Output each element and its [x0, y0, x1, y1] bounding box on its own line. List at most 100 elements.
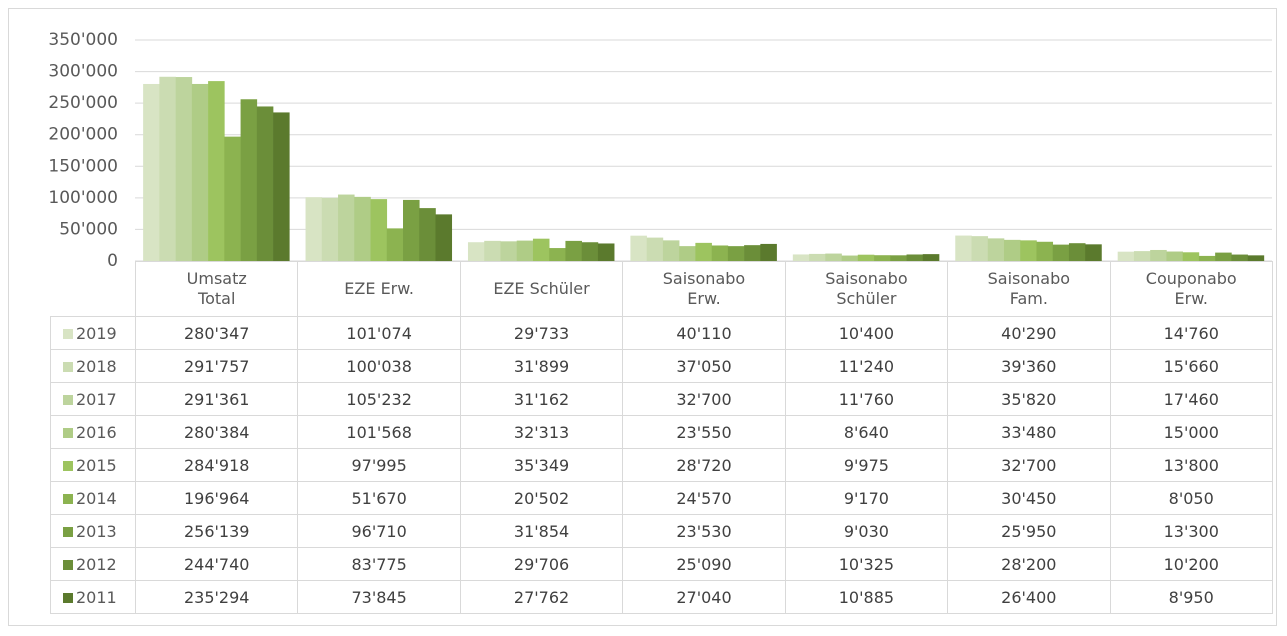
- category-label: Saisonabo Erw.: [622, 261, 786, 317]
- value-label: 25'950: [947, 514, 1111, 548]
- value-label: 31'899: [459, 349, 624, 383]
- bar: [922, 254, 940, 261]
- bar: [1020, 240, 1037, 261]
- bar: [1052, 244, 1070, 261]
- value-label: 101'074: [297, 316, 461, 350]
- bar: [695, 242, 712, 261]
- bar: [175, 77, 193, 261]
- data-row: 2015 284'918 97'995 35'349 28'720 9'975 32'700…: [50, 448, 1273, 482]
- value-label: 280'347: [134, 316, 299, 350]
- bar: [906, 254, 924, 261]
- bar: [1068, 243, 1086, 261]
- legend-label: 2014: [76, 488, 117, 508]
- y-tick-label: 0: [107, 251, 118, 271]
- bar: [500, 241, 518, 261]
- value-label: 27'040: [622, 580, 786, 614]
- y-tick-label: 150'000: [48, 156, 118, 176]
- legend-entry: 2014: [50, 481, 136, 515]
- bar: [955, 235, 972, 261]
- value-label: 101'568: [297, 415, 461, 449]
- legend-entry: 2012: [50, 547, 136, 581]
- value-label: 100'038: [297, 349, 461, 383]
- value-label: 15'000: [1109, 415, 1273, 449]
- bar: [549, 248, 566, 261]
- value-label: 30'450: [947, 481, 1111, 515]
- value-label: 10'200: [1109, 547, 1273, 581]
- value-label: 13'800: [1109, 448, 1273, 482]
- legend-key: [63, 460, 73, 471]
- header-row: Umsatz Total EZE Erw. EZE Schüler Saisonabo…: [51, 261, 1273, 317]
- bar: [191, 83, 209, 261]
- blank-cell: [51, 262, 136, 317]
- bar: [1117, 251, 1135, 261]
- bar: [224, 136, 241, 261]
- bar: [1231, 254, 1248, 261]
- value-label: 23'550: [622, 415, 786, 449]
- bar: [143, 83, 160, 261]
- bar: [809, 253, 826, 261]
- bar: [825, 253, 842, 261]
- legend-label: 2017: [76, 389, 117, 409]
- data-row: 2018 291'757 100'038 31'899 37'050 11'240 39'3…: [50, 349, 1273, 383]
- bar: [1166, 251, 1183, 261]
- legend-key: [63, 361, 73, 372]
- y-tick-label: 100'000: [48, 188, 118, 208]
- value-label: 9'170: [784, 481, 949, 515]
- bar: [679, 246, 696, 261]
- legend-label: 2019: [76, 323, 117, 343]
- bar: [1003, 239, 1021, 261]
- value-label: 83'775: [297, 547, 461, 581]
- value-label: 284'918: [134, 448, 299, 482]
- value-label: 196'964: [134, 481, 299, 515]
- value-label: 17'460: [1109, 382, 1273, 416]
- bar: [841, 255, 859, 261]
- legend-entry: 2011: [50, 580, 136, 614]
- value-label: 35'349: [459, 448, 624, 482]
- bar: [419, 208, 436, 261]
- value-label: 244'740: [134, 547, 299, 581]
- value-label: 280'384: [134, 415, 299, 449]
- category-label: Saisonabo Schüler: [784, 261, 949, 317]
- bar: [711, 245, 729, 261]
- category-label: EZE Erw.: [297, 261, 461, 317]
- bar: [857, 254, 875, 261]
- value-label: 9'975: [784, 448, 949, 482]
- legend-key: [63, 328, 73, 339]
- bar: [256, 106, 274, 261]
- bar: [516, 240, 534, 261]
- bar: [987, 238, 1005, 261]
- bar: [159, 76, 176, 261]
- value-label: 97'995: [297, 448, 461, 482]
- bar: [1150, 249, 1167, 261]
- bar: [467, 242, 485, 261]
- data-row: 2016 280'384 101'568 32'313 23'550 8'640 33'48…: [50, 415, 1273, 449]
- bar: [1036, 241, 1054, 261]
- value-label: 291'361: [134, 382, 299, 416]
- category-label: Saisonabo Fam.: [947, 261, 1111, 317]
- value-label: 13'300: [1109, 514, 1273, 548]
- bar: [565, 240, 582, 261]
- y-tick-label: 50'000: [59, 219, 118, 239]
- bar: [305, 197, 323, 261]
- bar: [760, 243, 777, 261]
- y-tick-label: 250'000: [48, 93, 118, 113]
- bar: [630, 235, 647, 261]
- value-label: 9'030: [784, 514, 949, 548]
- bar: [1215, 252, 1232, 261]
- data-row: 2019 280'347 101'074 29'733 40'110 10'400 40'2…: [50, 316, 1273, 350]
- value-label: 105'232: [297, 382, 461, 416]
- value-label: 32'313: [459, 415, 624, 449]
- value-label: 8'050: [1109, 481, 1273, 515]
- bar: [646, 237, 664, 261]
- y-tick-label: 350'000: [48, 30, 118, 50]
- legend-key: [63, 427, 73, 438]
- value-label: 32'700: [947, 448, 1111, 482]
- legend-key: [63, 394, 73, 405]
- value-label: 39'360: [947, 349, 1111, 383]
- category-label: Umsatz Total: [134, 261, 299, 317]
- value-label: 23'530: [622, 514, 786, 548]
- value-label: 33'480: [947, 415, 1111, 449]
- bar: [792, 254, 810, 261]
- category-label: Couponabo Erw.: [1109, 261, 1273, 317]
